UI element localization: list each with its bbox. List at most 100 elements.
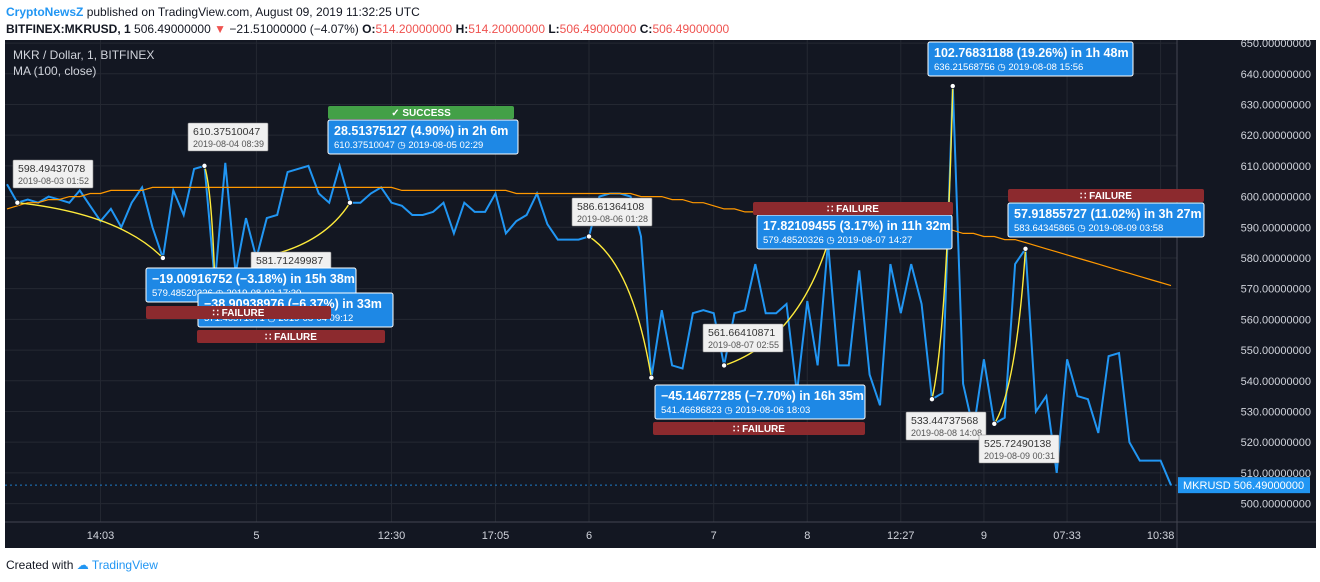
close-label: C: (639, 22, 653, 36)
price-chart[interactable]: 650.00000000 640.00000000 630.00000000 620.… (5, 40, 1316, 548)
badge-bg (653, 422, 865, 435)
projection-end-dot (159, 254, 166, 261)
measurement-box (654, 384, 866, 420)
measurement-callout: −45.14677285 (−7.70%) in 16h 35m 541.4668… (654, 384, 866, 420)
badge-bg (146, 306, 331, 319)
x-tick-label: 8 (804, 530, 810, 542)
badge-bg (328, 106, 514, 119)
measurement-box (1007, 202, 1205, 238)
swing-price: 561.66410871 (708, 327, 775, 339)
price-tag-text: MKRUSD 506.49000000 (1183, 480, 1304, 492)
chart-title: MKR / Dollar, 1, BITFINEX (13, 48, 154, 62)
swing-date: 2019-08-08 14:08 (911, 428, 982, 438)
x-tick-label: 07:33 (1053, 530, 1081, 542)
ma-indicator-label: MA (100, close) (13, 64, 96, 78)
badge-label: ✓ SUCCESS (391, 108, 451, 119)
y-tick-label: 570.00000000 (1241, 284, 1311, 296)
swing-price: 586.61364108 (577, 201, 644, 213)
last-price: 506.49000000 (134, 22, 211, 36)
swing-box (978, 434, 1060, 464)
published-text: published on TradingView.com, August 09,… (86, 5, 420, 19)
projection-curve (931, 86, 954, 400)
tradingview-link[interactable]: TradingView (91, 558, 158, 572)
x-tick-label: 12:30 (378, 530, 406, 542)
swing-date: 2019-08-03 01:52 (18, 176, 89, 186)
measurement-text: 28.51375127 (4.90%) in 2h 6m (334, 124, 508, 138)
projection-start-dot (586, 233, 593, 240)
x-tick-label: 17:05 (482, 530, 510, 542)
swing-date: 2019-08-06 01:28 (577, 214, 648, 224)
low-value: 506.49000000 (559, 22, 637, 36)
measurement-sub: 541.46686823 ◷ 2019-08-06 18:03 (661, 405, 810, 416)
measurement-box (927, 41, 1134, 77)
tradingview-cloud-icon: ☁ (76, 558, 89, 572)
projection-start-dot (721, 362, 728, 369)
measurement-sub: 579.48520326 ◷ 2019-08-07 14:27 (763, 235, 912, 246)
swing-box (12, 159, 94, 189)
ohlc-line: BITFINEX:MKRUSD, 1 506.49000000 ▼ −21.51… (6, 22, 729, 36)
x-tick-label: 7 (711, 530, 717, 542)
current-price-tag: MKRUSD 506.49000000 (1178, 477, 1310, 494)
failure-badge: ∷ FAILURE (197, 330, 385, 343)
swing-date: 2019-08-09 00:31 (984, 451, 1055, 461)
projection-curves (14, 83, 1029, 427)
y-tick-label: 630.00000000 (1241, 99, 1311, 111)
chart-header: CryptoNewsZ published on TradingView.com… (0, 0, 1320, 40)
swing-date: 2019-08-04 08:39 (193, 139, 264, 149)
x-tick-label: 6 (586, 530, 592, 542)
swing-price: 610.37510047 (193, 126, 260, 138)
badge-label: ∷ FAILURE (1080, 191, 1132, 202)
projection-curve (17, 202, 164, 259)
y-tick-label: 540.00000000 (1241, 376, 1311, 388)
badge-bg (753, 202, 953, 215)
projection-end-dot (346, 199, 353, 206)
y-tick-label: 500.00000000 (1241, 499, 1311, 511)
swing-price: 598.49437078 (18, 163, 85, 175)
projection-end-dot (648, 374, 655, 381)
projection-start-dot (14, 199, 21, 206)
projection-end-dot (949, 83, 956, 90)
price-tag-bg (1178, 477, 1310, 494)
swing-box (571, 197, 653, 227)
y-tick-label: 640.00000000 (1241, 69, 1311, 81)
publish-line: CryptoNewsZ published on TradingView.com… (6, 5, 420, 19)
projection-start-dot (991, 420, 998, 427)
y-tick-label: 510.00000000 (1241, 468, 1311, 480)
chart-panel[interactable]: 650.00000000 640.00000000 630.00000000 620.… (5, 40, 1316, 548)
created-with-text: Created with (6, 558, 74, 572)
badge-label: ∷ FAILURE (265, 332, 317, 343)
x-tick-label: 14:03 (87, 530, 115, 542)
badge-bg (197, 330, 385, 343)
measurement-sub: 636.21568756 ◷ 2019-08-08 15:56 (934, 62, 1083, 73)
open-value: 514.20000000 (375, 22, 453, 36)
success-badge: ✓ SUCCESS (328, 106, 514, 119)
close-value: 506.49000000 (652, 22, 730, 36)
measurement-sub: 610.37510047 ◷ 2019-08-05 02:29 (334, 140, 483, 151)
failure-badge: ∷ FAILURE (146, 306, 331, 319)
swing-box (702, 323, 784, 353)
measurement-callout: 28.51375127 (4.90%) in 2h 6m 610.37510047… (327, 119, 519, 155)
measurement-text: −45.14677285 (−7.70%) in 16h 35m (661, 389, 864, 403)
measurement-callout: 102.76831188 (19.26%) in 1h 48m 636.21568… (927, 41, 1134, 77)
publisher-link[interactable]: CryptoNewsZ (6, 5, 84, 19)
swing-price: 525.72490138 (984, 438, 1051, 450)
projection-start-dot (201, 162, 208, 169)
y-tick-label: 600.00000000 (1241, 192, 1311, 204)
swing-price: 581.71249987 (256, 255, 323, 267)
measurement-sub: 583.64345865 ◷ 2019-08-09 03:58 (1014, 223, 1163, 234)
price-change: −21.51000000 (−4.07%) (229, 22, 359, 36)
y-tick-label: 530.00000000 (1241, 406, 1311, 418)
high-label: H: (455, 22, 469, 36)
badge-bg (1008, 189, 1204, 202)
projection-curve (993, 248, 1027, 425)
swing-box (187, 122, 269, 152)
projection-end-dot (1022, 245, 1029, 252)
y-tick-label: 590.00000000 (1241, 222, 1311, 234)
y-tick-label: 520.00000000 (1241, 437, 1311, 449)
measurement-text: 17.82109455 (3.17%) in 11h 32m (763, 219, 951, 233)
